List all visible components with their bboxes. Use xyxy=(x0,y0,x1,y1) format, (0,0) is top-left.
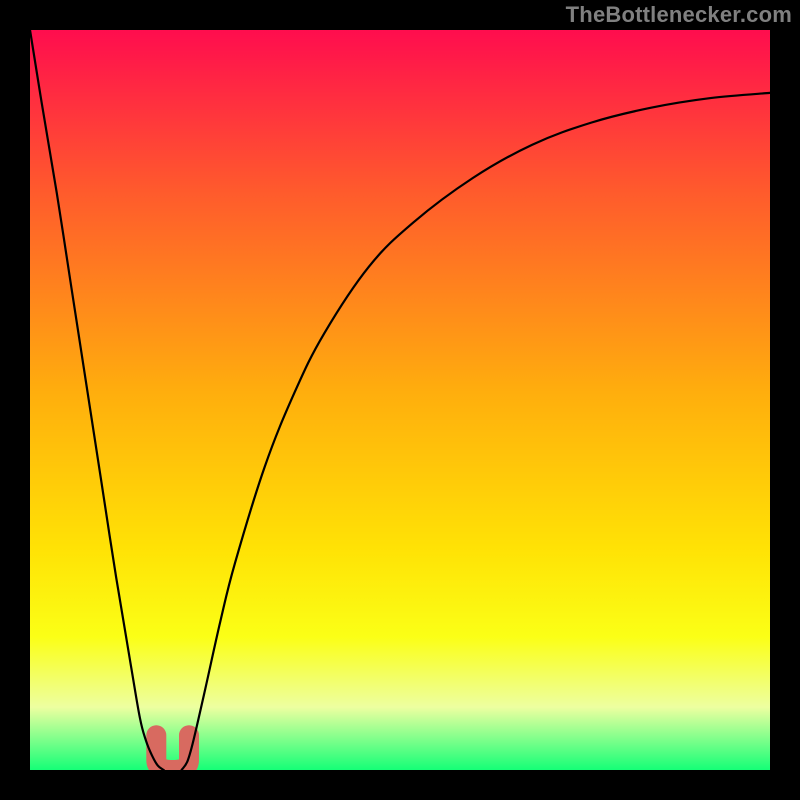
plot-svg xyxy=(30,30,770,770)
chart-container: { "canvas": { "width": 800, "height": 80… xyxy=(0,0,800,800)
watermark-text: TheBottlenecker.com xyxy=(566,2,792,28)
gradient-background xyxy=(30,30,770,770)
plot-area xyxy=(30,30,770,770)
